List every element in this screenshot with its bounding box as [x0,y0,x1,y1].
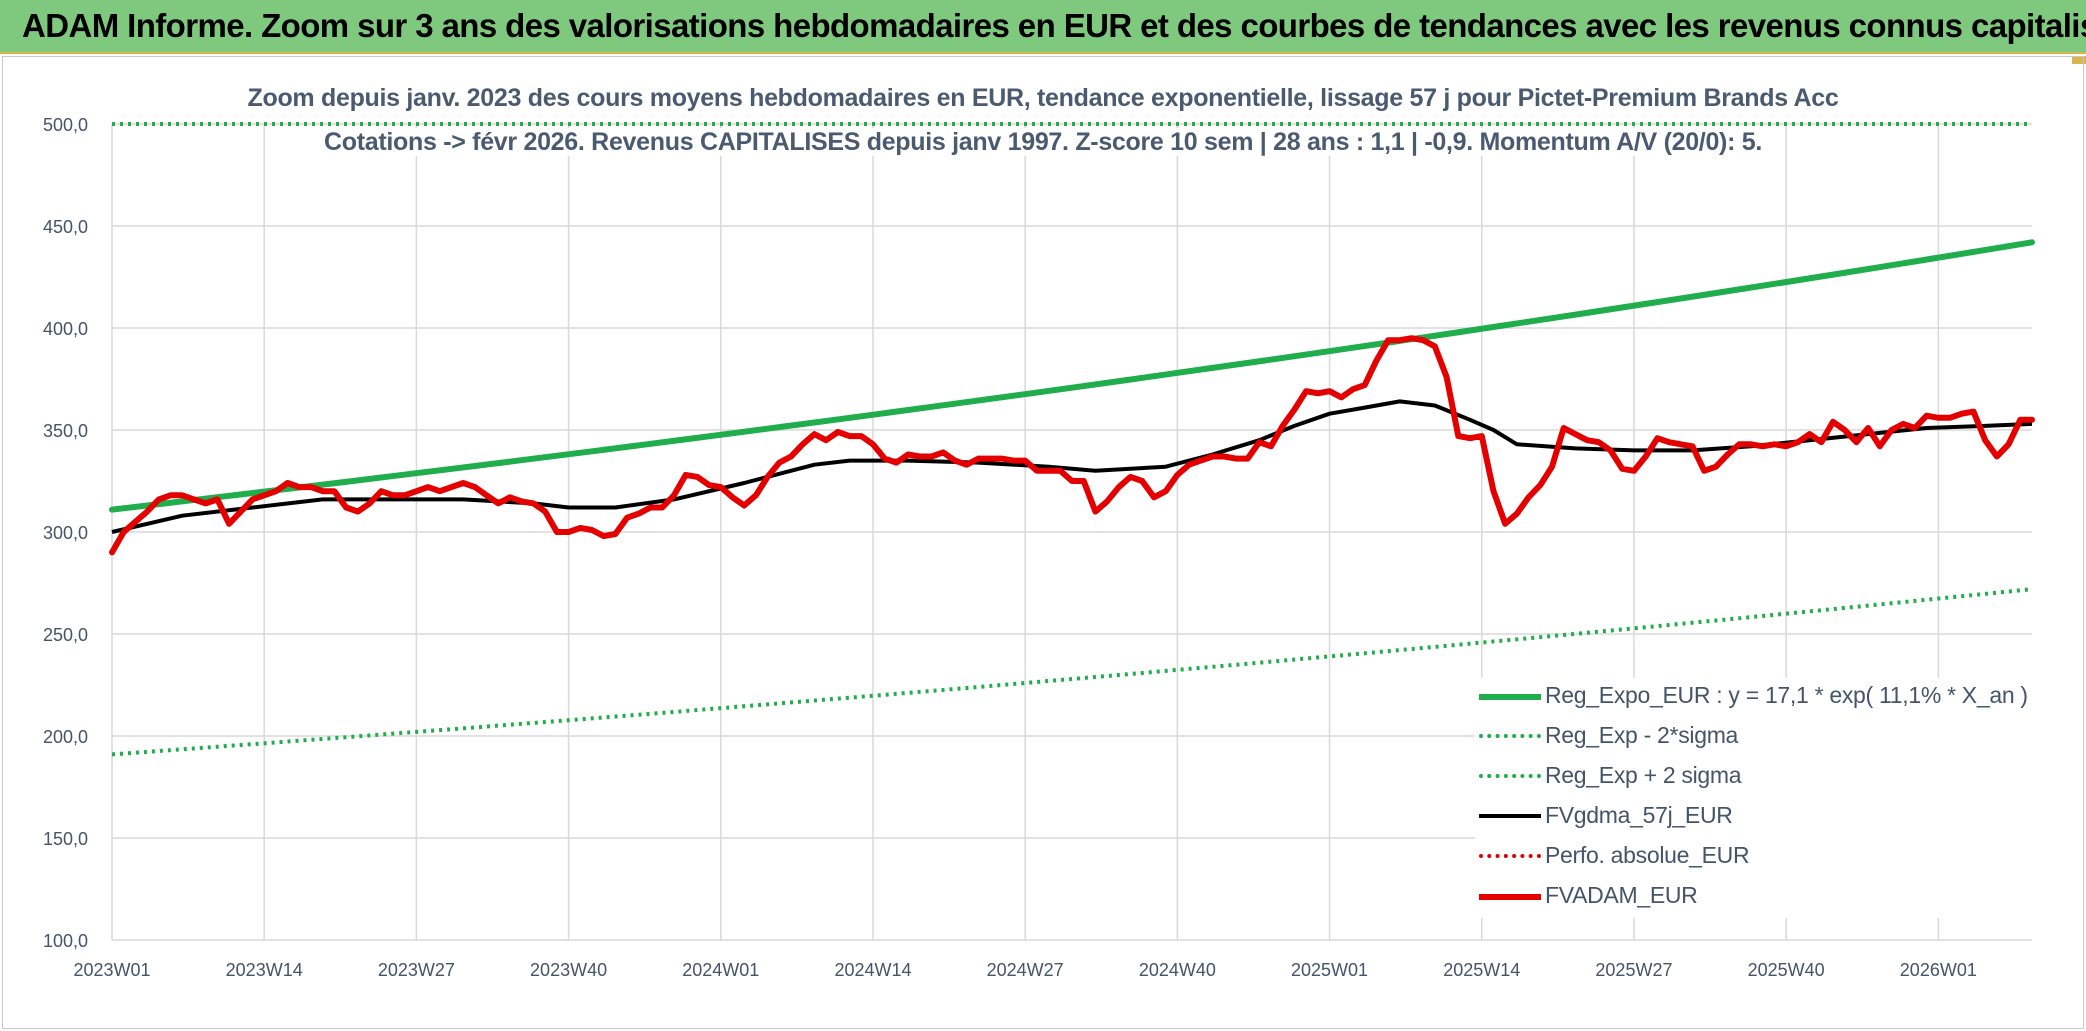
x-tick-label: 2024W01 [682,960,759,980]
legend-label: Reg_Exp - 2*sigma [1545,722,1739,748]
y-tick-label: 500,0 [43,115,88,135]
legend-label: Reg_Exp + 2 sigma [1545,762,1742,788]
legend-swatch [1479,694,1541,700]
legend-item: FVADAM_EUR [1475,878,2035,918]
x-tick-label: 2024W14 [834,960,911,980]
chart-title-text-1: Zoom depuis janv. 2023 des cours moyens … [237,84,1849,112]
legend-swatch [1479,854,1541,858]
x-tick-label: 2026W01 [1900,960,1977,980]
legend-label: FVgdma_57j_EUR [1545,802,1733,828]
chart-title-line-1: Zoom depuis janv. 2023 des cours moyens … [0,84,2086,113]
series-line-3 [111,399,2033,534]
y-tick-label: 300,0 [43,523,88,543]
chart-title-line-2: Cotations -> févr 2026. Revenus CAPITALI… [0,128,2086,157]
legend-item: Reg_Expo_EUR : y = 17,1 * exp( 11,1% * X… [1475,678,2035,718]
legend-label: FVADAM_EUR [1545,882,1698,908]
y-tick-label: 150,0 [43,829,88,849]
legend-item: FVgdma_57j_EUR [1475,798,2035,838]
legend-swatch [1479,814,1541,818]
legend-swatch [1479,734,1541,738]
y-tick-label: 350,0 [43,421,88,441]
report-title: ADAM Informe. Zoom sur 3 ans des valoris… [22,7,2086,44]
chart-frame [2,56,2084,1029]
series-layer [109,122,2035,757]
series-line-0 [109,239,2035,513]
x-tick-label: 2023W01 [73,960,150,980]
x-tick-label: 2023W40 [530,960,607,980]
legend-label: Perfo. absolue_EUR [1545,842,1750,868]
y-tick-label: 250,0 [43,625,88,645]
x-tick-label: 2024W27 [987,960,1064,980]
y-tick-label: 400,0 [43,319,88,339]
legend-item: Reg_Exp - 2*sigma [1475,718,2035,758]
legend-swatch [1479,894,1541,900]
x-tick-label: 2025W27 [1595,960,1672,980]
legend-item: Reg_Exp + 2 sigma [1475,758,2035,798]
legend-swatch [1479,774,1541,778]
x-axis: 2023W01 2023W14 2023W27 2023W40 2024W01 2024W… [73,960,1976,980]
x-tick-label: 2025W01 [1291,960,1368,980]
legend-label: Reg_Expo_EUR : y = 17,1 * exp( 11,1% * X… [1545,682,2028,708]
legend-item: Perfo. absolue_EUR [1475,838,2035,878]
chart-legend: Reg_Expo_EUR : y = 17,1 * exp( 11,1% * X… [1475,678,2035,918]
y-tick-label: 450,0 [43,217,88,237]
x-tick-label: 2023W14 [226,960,303,980]
y-axis: 100,0 150,0 200,0 250,0 300,0 350,0 400,0 450,0… [43,115,88,951]
y-tick-label: 200,0 [43,727,88,747]
x-tick-label: 2025W14 [1443,960,1520,980]
chart-title-text-2: Cotations -> févr 2026. Revenus CAPITALI… [313,128,1773,156]
corner-marker [2072,56,2086,64]
x-tick-label: 2024W40 [1139,960,1216,980]
x-tick-label: 2023W27 [378,960,455,980]
series-line-5 [109,335,2035,556]
x-tick-label: 2025W40 [1748,960,1825,980]
y-tick-label: 100,0 [43,931,88,951]
report-banner: ADAM Informe. Zoom sur 3 ans des valoris… [0,0,2086,54]
series-line-1 [111,587,2033,757]
